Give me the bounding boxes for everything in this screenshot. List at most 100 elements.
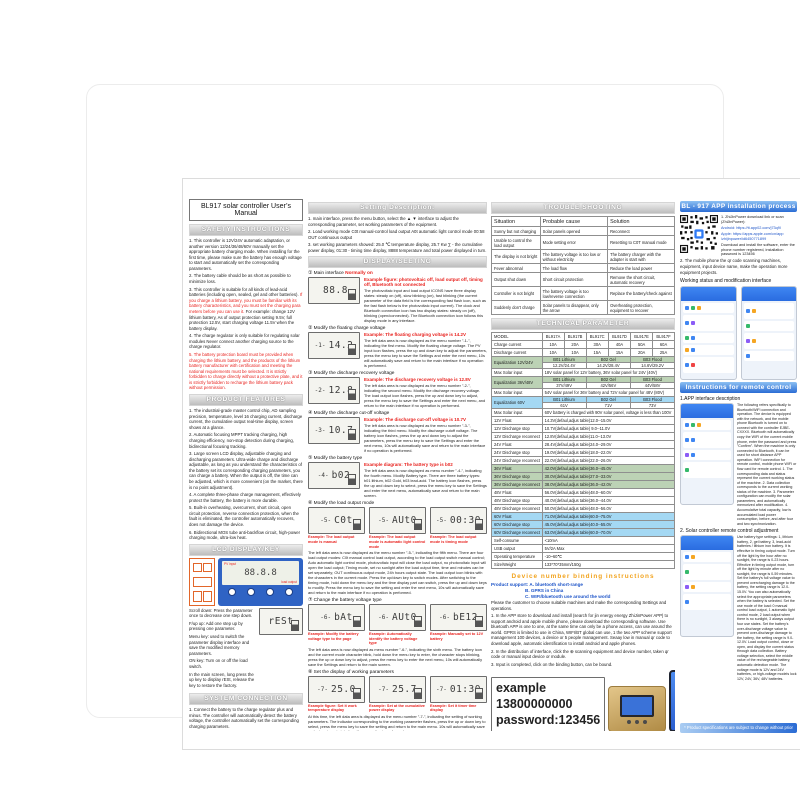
table-row: Equalization 36V/48V B01 Lithium 37V/49V …: [491, 376, 675, 389]
section-header-binding: Device number binding instructions: [511, 573, 655, 580]
table-row: 36V Discharge stop 30.0V(defaul,adjus tab…: [491, 472, 675, 481]
table-row: Equalization 12V/24V B01 Lithium 12.2V/24…: [491, 356, 675, 369]
table-row: 12V Discharge reconnect 12.8V(defaul,adju…: [491, 432, 675, 441]
safety-item: 3. This controller is suitable for all k…: [189, 286, 303, 331]
working-status-title: Working status and modification interfac…: [680, 278, 772, 285]
photo-card: BL917 solar controller User’s Manual SAF…: [86, 84, 800, 750]
table-row: 36V Discharge reconnect 38.0V(defaul,adju…: [491, 480, 675, 489]
safety-item: 5. The battery protection board must be …: [189, 351, 303, 391]
apple-link: Apple: https://apps.apple.com/cn/app /zh…: [721, 231, 784, 241]
lcd-example: -6- bE12: [430, 604, 487, 632]
battery-icon: [414, 519, 422, 531]
feature-item: 2. Automatic focusing MPPT tracking char…: [189, 432, 294, 449]
example-number: example 13800000000: [496, 681, 573, 712]
lcd-example: -7- 25.7: [369, 675, 426, 703]
controller-keys: [222, 587, 299, 596]
table-row: 24V Float 28.4V(defaul,adjus table)24.0--…: [491, 440, 675, 449]
trouble-shooting-table: Situation Probable cause Solution Sunny bu…: [491, 216, 675, 315]
app-header-bar: [741, 287, 796, 302]
table-row: USB output 5V/2A Max: [491, 544, 675, 553]
app-header-bar: [681, 536, 733, 551]
display-step-title: ① Main interface Normally on: [308, 271, 373, 277]
table-row: Sunny but not charging Solar panels opene…: [491, 226, 675, 236]
up-key-icon: [246, 587, 255, 596]
setting-item: 2. Load working mode C0t manual-control …: [308, 229, 485, 240]
section-header-remote: Instructions for remote control APP: [680, 382, 797, 402]
safety-item: 4. The charge regulator is only suitable…: [189, 333, 300, 350]
table-row: The display is not bright The battery vol…: [491, 249, 675, 264]
load-output-label: load output: [281, 579, 297, 584]
section-header-lcd: LCD DISPLAY/KEY: [189, 543, 303, 556]
app-install-steps: 1. ZhiJinPower download link or scan (Zh…: [721, 215, 797, 258]
lcd-example: -6- bAt: [308, 604, 365, 632]
table-row: Operating temperature -10~60℃: [491, 552, 675, 561]
lcd-example: -2- 12.8: [308, 377, 360, 405]
lcd-example: -3- 10.7: [308, 417, 360, 445]
lcd-example: 88.8: [308, 277, 360, 305]
column-app: BL - 917 APP installation process: [680, 199, 797, 733]
table-row: 60V Discharge stop 45.0V(defaul,adjus tab…: [491, 520, 675, 529]
section-header-app-install: BL - 917 APP installation process: [680, 201, 797, 212]
display-step-title: ⑤ Modify the battery type: [308, 456, 363, 462]
safety-item: 2. The battery cable should be as short …: [189, 273, 291, 285]
battery-icon: [353, 687, 361, 699]
table-row: Max Solar input 18V solar panel for 12V b…: [491, 368, 675, 377]
column-middle: Setting Description: 1. main interface, …: [308, 202, 487, 731]
lcd-example: -7- 25.0: [308, 675, 365, 703]
table-row: Equalization 60V B01 Lithium 61V B02 Gel 7…: [491, 396, 675, 409]
battery-icon: [414, 687, 422, 699]
battery-icon: [475, 616, 483, 628]
lcd-example: -5- AUt0: [369, 507, 426, 535]
section-header-technical: TECHNICAL PARAMETER: [491, 318, 675, 330]
qr-code: [680, 215, 718, 253]
section-header-trouble: TROUBLE SHOOTING: [491, 202, 675, 214]
battery-icon: [348, 389, 356, 401]
table-row: 60V Float 71.0V(defaul,adjus table)60.0--…: [491, 512, 675, 521]
lcd-example: -7- 01:30: [430, 675, 487, 703]
table-row: Discharge current 10A 10A 15A 15A 20A 25A: [491, 348, 675, 357]
table-row: 60V Discharge reconnect 63.0V(defaul,adju…: [491, 528, 675, 537]
display-step-title: ⑧ Set the display of working parameters: [308, 669, 394, 675]
key-notes: Scroll down: Press the parameter once to…: [189, 607, 255, 688]
android-link: Android: https://tt.app02.com/j73q9l: [721, 225, 781, 230]
table-row: Size/Weight 133*70*35mm/150g: [491, 560, 675, 569]
setting-item: 1. main interface, press the menu button…: [308, 216, 459, 227]
phone-image: [669, 670, 675, 731]
table-row: 12V Float 14.3V(defaul,adjus table)12.0--…: [491, 416, 675, 425]
controller-image: [608, 686, 667, 731]
column-left: BL917 solar controller User’s Manual SAF…: [189, 199, 303, 731]
section-header-features: PRODUCT FEATURES: [189, 394, 303, 407]
battery-icon: [475, 519, 483, 531]
app-screenshot-remote: [680, 535, 734, 638]
rest-lcd-figure: rESt: [259, 607, 303, 635]
lcd-example: -5- 00:30: [430, 507, 487, 535]
table-row: Fever abnormal The load flow Reduce the lo…: [491, 263, 675, 273]
app-screenshot-status: [680, 286, 737, 381]
feature-item: 4. A complete three-phase charge managem…: [189, 492, 301, 503]
table-row: Charge current 10A 20A 30A 40A 50A 60A: [491, 340, 675, 349]
down-key-icon: [227, 587, 236, 596]
feature-item: 5. Built-in overheating, overcurrent, sh…: [189, 505, 299, 528]
app-header-bar: [681, 287, 736, 302]
lcd-example: -4- b02: [308, 462, 360, 490]
table-row: Self-consume <10mA: [491, 536, 675, 545]
page-title: BL917 solar controller User’s Manual: [189, 199, 303, 221]
pv-input-label: PV input: [224, 561, 237, 566]
section-header-safety: SAFETY INSTRUCTIONS: [189, 224, 303, 236]
table-row: Controller is not bright The battery volt…: [491, 286, 675, 301]
table-row: Suddenly don't charge Solar panels to dis…: [491, 300, 675, 315]
on-key-icon: [285, 587, 294, 596]
table-row: 48V Discharge reconnect 50.0V(defaul,adju…: [491, 504, 675, 513]
table-row: 48V Discharge stop 40.0V(defaul,adjus tab…: [491, 496, 675, 505]
table-row: MODEL BL917A BL917B BL917C BL917D BL917E BL917…: [491, 332, 675, 341]
app-screenshot-interface: [680, 403, 734, 506]
battery-icon: [291, 619, 299, 631]
battery-icon: [348, 344, 356, 356]
display-step-title: ③ Modify the discharge recovery voltage: [308, 371, 395, 377]
lcd-example: -1- 14.2: [308, 332, 360, 360]
remote-step2-title: 2. Solar controller remote control adjus…: [680, 528, 779, 535]
feature-item: 1. The industrial-grade master control c…: [189, 408, 303, 430]
lcd-screen: PV input 88.8.8 load output: [222, 560, 299, 585]
lcd-example: -6- AUt0: [369, 604, 426, 632]
table-row: 12V Discharge stop 10.7V(defaul,adjus tab…: [491, 424, 675, 433]
